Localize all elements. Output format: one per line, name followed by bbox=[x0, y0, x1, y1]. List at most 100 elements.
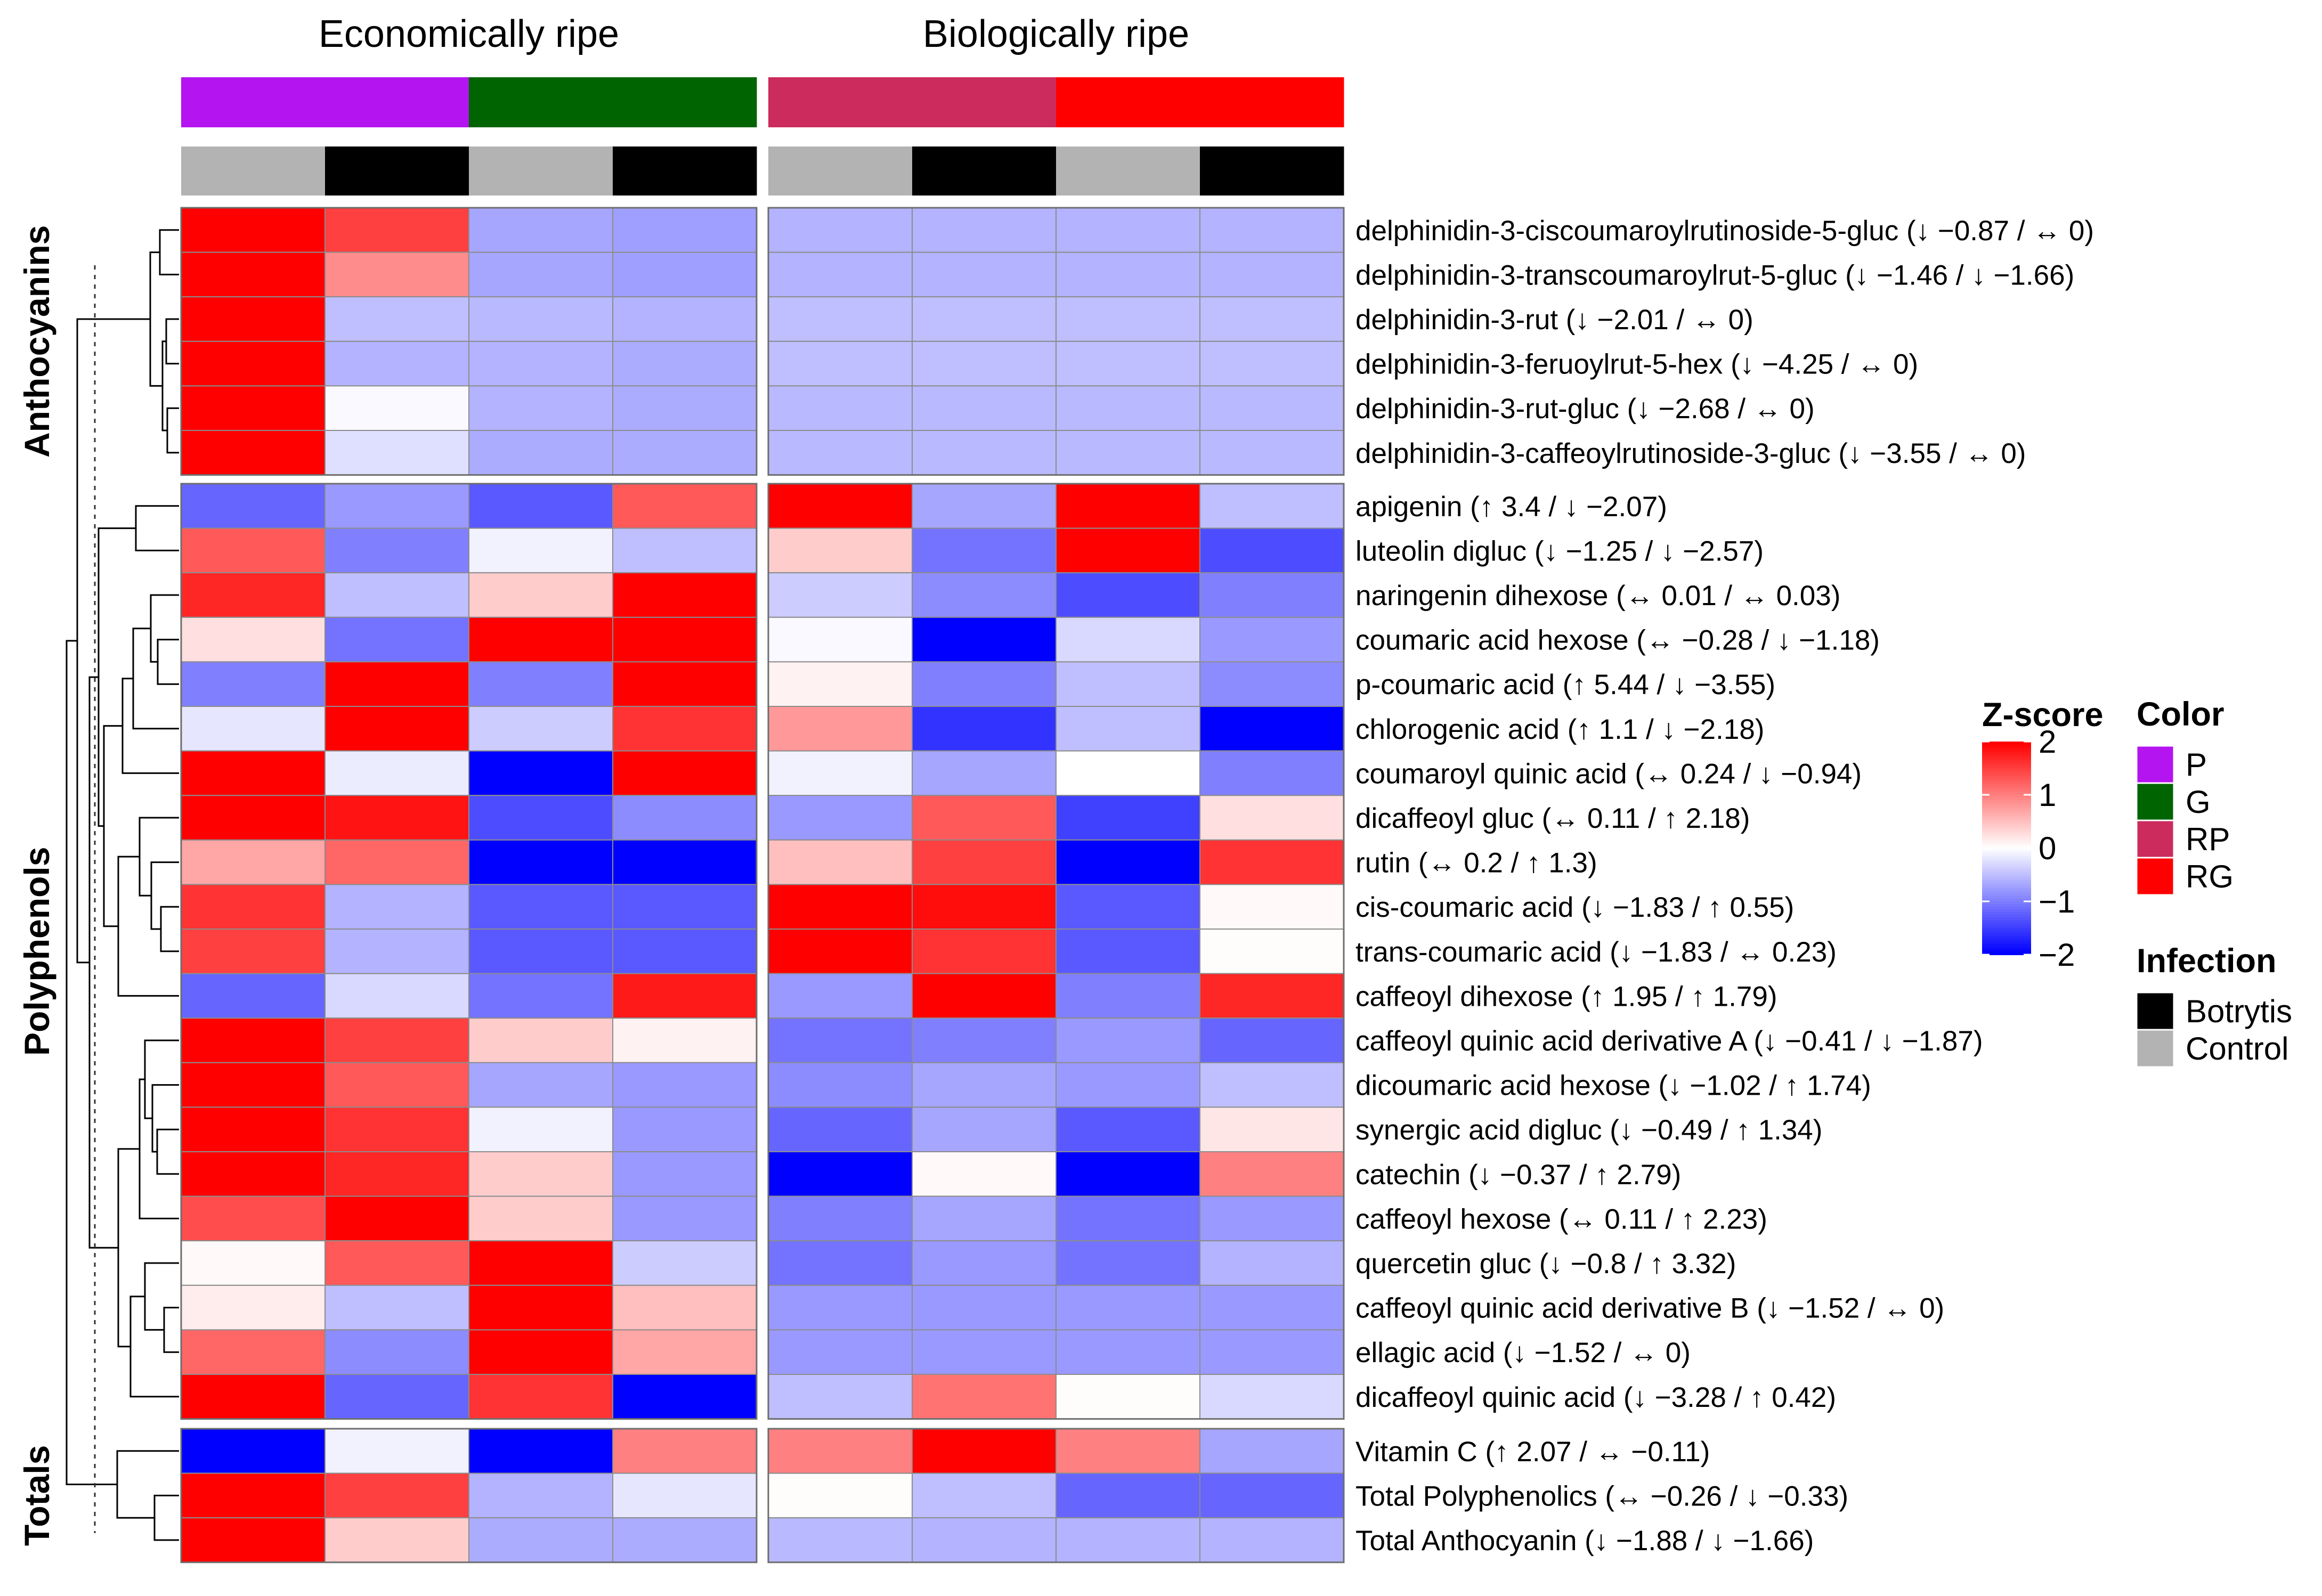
heatmap-cell bbox=[1199, 385, 1344, 431]
colorbar-gradient-step bbox=[1982, 931, 2031, 934]
section-border-left bbox=[180, 483, 758, 1420]
heatmap-cell bbox=[912, 839, 1057, 885]
colorbar-gradient-step bbox=[1982, 928, 2031, 931]
heatmap-cell bbox=[181, 385, 326, 431]
heatmap-cell bbox=[1056, 1284, 1200, 1331]
heatmap-cell bbox=[324, 795, 469, 841]
colorbar-gradient-step bbox=[1982, 752, 2031, 755]
heatmap-cell bbox=[1199, 572, 1344, 618]
section-border-right bbox=[767, 483, 1345, 1420]
heatmap-cell bbox=[1056, 1472, 1200, 1519]
dendrogram-branch bbox=[139, 817, 179, 897]
colorbar-gradient-step bbox=[1982, 859, 2031, 862]
colorbar-gradient-step bbox=[1982, 872, 2031, 875]
heatmap-cell bbox=[324, 1472, 469, 1519]
colorbar-gradient-step bbox=[1982, 760, 2031, 763]
row-label: apigenin (↑ 3.4 / ↓ −2.07) bbox=[1355, 491, 1667, 523]
dendrogram-branch bbox=[159, 229, 179, 275]
legend-label: P bbox=[2186, 747, 2207, 783]
heatmap-cell bbox=[468, 1062, 613, 1108]
heatmap-cell bbox=[768, 1517, 913, 1563]
heatmap-cell bbox=[1056, 1106, 1200, 1152]
color-annotation-cell bbox=[1200, 77, 1344, 127]
colorbar-gradient-step bbox=[1982, 875, 2031, 878]
colorbar-gradient-step bbox=[1982, 832, 2031, 835]
heatmap-cell bbox=[468, 572, 613, 618]
heatmap-cell bbox=[1199, 616, 1344, 663]
colorbar-gradient-step bbox=[1982, 864, 2031, 867]
colorbar-gradient-step bbox=[1982, 750, 2031, 753]
heatmap-cell bbox=[468, 483, 613, 529]
heatmap-cell bbox=[181, 1062, 326, 1108]
row-label: cis-coumaric acid (↓ −1.83 / ↑ 0.55) bbox=[1355, 892, 1794, 923]
row-label: luteolin digluc (↓ −1.25 / ↓ −2.57) bbox=[1355, 535, 1764, 567]
heatmap-cell bbox=[912, 1374, 1057, 1420]
heatmap-cell bbox=[912, 1428, 1057, 1474]
colorbar-gradient-step bbox=[1982, 781, 2031, 785]
heatmap-cell bbox=[912, 973, 1057, 1019]
heatmap-cell bbox=[1056, 616, 1200, 663]
heatmap-cell bbox=[324, 385, 469, 431]
heatmap-cell bbox=[181, 1240, 326, 1286]
heatmap-cell bbox=[912, 572, 1057, 618]
heatmap-cell bbox=[468, 1240, 613, 1286]
colorbar-gradient-step bbox=[1982, 784, 2031, 787]
row-labels: delphinidin-3-ciscoumaroylrutinoside-5-g… bbox=[17, 215, 2094, 1557]
colorbar-gradient-step bbox=[1982, 848, 2031, 851]
colorbar-gradient-step bbox=[1982, 904, 2031, 907]
heatmap-cell bbox=[1056, 527, 1200, 574]
heatmap-cell bbox=[1199, 1428, 1344, 1474]
colorbar-gradient-step bbox=[1982, 917, 2031, 921]
colorbar-gradient-step bbox=[1982, 867, 2031, 870]
legend-label: G bbox=[2186, 784, 2211, 820]
color-annotation-cell bbox=[768, 77, 913, 127]
colorbar-gradient-step bbox=[1982, 837, 2031, 841]
legend-swatch bbox=[2136, 857, 2175, 896]
heatmap-cell bbox=[912, 340, 1057, 387]
heatmap-cell bbox=[1199, 1151, 1344, 1197]
heatmap-cell bbox=[1056, 483, 1200, 529]
heatmap-cell bbox=[181, 1517, 326, 1563]
colorbar-gradient-step bbox=[1982, 758, 2031, 761]
colorbar-gradient-step bbox=[1982, 907, 2031, 910]
heatmap-cell bbox=[612, 483, 757, 529]
heatmap-cell bbox=[324, 750, 469, 796]
heatmap-cell bbox=[181, 430, 326, 476]
heatmap-cell bbox=[1199, 296, 1344, 342]
colorbar-gradient-step bbox=[1982, 845, 2031, 849]
heatmap-cell bbox=[912, 430, 1057, 476]
heatmap-cell bbox=[912, 661, 1057, 707]
heatmap-cell bbox=[1199, 1017, 1344, 1063]
column-group-title: Economically ripe bbox=[319, 13, 619, 55]
heatmap-cell bbox=[768, 1017, 913, 1063]
heatmap-cell bbox=[324, 1240, 469, 1286]
heatmap-cell bbox=[324, 1106, 469, 1152]
heatmap-cell bbox=[912, 483, 1057, 529]
row-label: dicaffeoyl gluc (↔ 0.11 / ↑ 2.18) bbox=[1355, 803, 1750, 834]
heatmap-cell bbox=[1199, 527, 1344, 574]
heatmap-cell bbox=[324, 1329, 469, 1375]
heatmap-cell bbox=[912, 1284, 1057, 1331]
heatmap-cell bbox=[768, 430, 913, 476]
row-label: Total Anthocyanin (↓ −1.88 / ↓ −1.66) bbox=[1355, 1525, 1814, 1557]
heatmap-cell bbox=[324, 973, 469, 1019]
colorbar-gradient-step bbox=[1982, 925, 2031, 929]
row-label: caffeoyl hexose (↔ 0.11 / ↑ 2.23) bbox=[1355, 1203, 1767, 1235]
heatmap-cell bbox=[181, 706, 326, 752]
heatmap-cell bbox=[181, 1374, 326, 1420]
heatmap-cell bbox=[768, 795, 913, 841]
section-border-left bbox=[180, 1428, 758, 1564]
colorbar-tick-label: 0 bbox=[2039, 830, 2056, 866]
colorbar-gradient-step bbox=[1982, 797, 2031, 801]
heatmap-cell bbox=[912, 1240, 1057, 1286]
colorbar-tick-label: 2 bbox=[2039, 724, 2056, 760]
heatmap-cell bbox=[768, 1240, 913, 1286]
heatmap-cell bbox=[612, 616, 757, 663]
colorbar-gradient-step bbox=[1982, 768, 2031, 771]
row-label: dicoumaric acid hexose (↓ −1.02 / ↑ 1.74… bbox=[1355, 1070, 1871, 1102]
heatmap-cell bbox=[324, 706, 469, 752]
heatmap-cell bbox=[768, 1195, 913, 1242]
heatmap-cell bbox=[468, 430, 613, 476]
heatmap-cell bbox=[1056, 1017, 1200, 1063]
